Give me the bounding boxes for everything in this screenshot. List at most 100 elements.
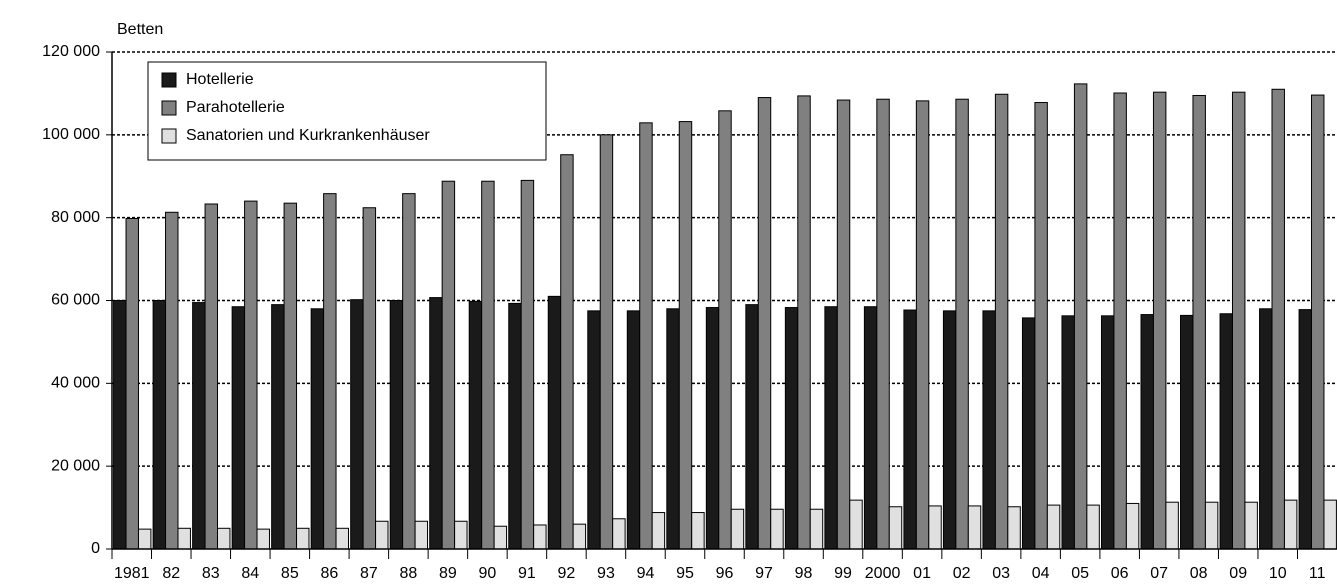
bar <box>310 308 325 550</box>
bar <box>192 302 206 550</box>
legend-swatch <box>161 72 177 88</box>
bar <box>1244 501 1258 550</box>
x-tick-label: 02 <box>953 565 971 582</box>
bar <box>362 207 377 550</box>
bar <box>165 211 179 550</box>
bar <box>231 306 246 550</box>
bar <box>468 300 483 550</box>
bar <box>350 299 364 550</box>
x-tick-label: 86 <box>320 565 338 582</box>
bar <box>824 306 838 550</box>
bar <box>770 508 784 550</box>
x-tick-label: 01 <box>913 565 931 582</box>
bar <box>1259 308 1273 550</box>
bar <box>1323 499 1337 550</box>
x-tick-label: 88 <box>399 565 417 582</box>
y-tick-label: 80 000 <box>51 209 100 226</box>
bar <box>730 508 745 550</box>
y-tick-label: 60 000 <box>51 292 100 309</box>
bar <box>967 505 982 550</box>
x-tick-label: 11 <box>1309 565 1326 582</box>
x-tick-label: 04 <box>1032 565 1050 582</box>
bar <box>666 308 680 550</box>
x-tick-label: 92 <box>558 565 576 582</box>
bar <box>256 528 270 550</box>
bar <box>125 217 139 550</box>
bar <box>994 93 1009 550</box>
x-tick-label: 10 <box>1269 565 1287 582</box>
bar <box>271 304 285 550</box>
bar <box>533 524 547 550</box>
bar <box>1034 102 1048 550</box>
y-tick-label: 120 000 <box>42 43 100 60</box>
bar <box>547 295 562 550</box>
x-tick-label: 1981 <box>114 565 150 582</box>
legend-swatch <box>161 100 177 116</box>
bar <box>323 193 337 550</box>
bar <box>757 97 772 550</box>
legend-label: Parahotellerie <box>186 99 285 116</box>
bar <box>718 110 732 550</box>
bar <box>493 525 508 550</box>
bar <box>1271 88 1285 550</box>
y-tick-label: 20 000 <box>51 457 100 474</box>
bar <box>1231 91 1246 550</box>
bar <box>876 98 890 550</box>
bar <box>283 202 298 550</box>
bar <box>942 310 957 550</box>
bar <box>1113 92 1127 550</box>
bar <box>1204 501 1219 550</box>
bar <box>244 200 258 550</box>
legend-box <box>147 61 547 161</box>
bar <box>177 527 191 550</box>
legend-label: Hotellerie <box>186 71 254 88</box>
x-tick-label: 83 <box>202 565 220 582</box>
legend-swatch <box>161 128 177 144</box>
bar <box>705 307 720 550</box>
bar <box>797 95 811 550</box>
bar <box>375 520 389 550</box>
bar <box>982 310 996 550</box>
x-tick-label: 85 <box>281 565 299 582</box>
x-tick-label: 08 <box>1190 565 1208 582</box>
y-tick-label: 0 <box>91 540 100 557</box>
bar <box>1311 94 1325 550</box>
bar <box>587 310 601 550</box>
x-tick-label: 96 <box>716 565 734 582</box>
bar <box>1140 314 1154 550</box>
bar <box>888 506 903 550</box>
bar <box>402 193 416 550</box>
bar <box>204 203 219 550</box>
bar <box>928 505 942 550</box>
bar <box>572 523 587 550</box>
bar <box>1007 506 1021 550</box>
bar <box>335 527 350 550</box>
x-tick-label: 05 <box>1071 565 1089 582</box>
bar <box>414 520 429 550</box>
bar <box>441 180 456 550</box>
y-tick-label: 100 000 <box>42 126 100 143</box>
y-tick-label: 40 000 <box>51 375 100 392</box>
bar <box>454 520 468 550</box>
x-tick-label: 93 <box>597 565 615 582</box>
bar <box>389 300 404 550</box>
x-tick-label: 89 <box>439 565 457 582</box>
bar <box>784 307 799 550</box>
bar <box>113 300 127 550</box>
bar <box>217 527 231 550</box>
bar <box>849 499 863 550</box>
bar <box>1165 501 1179 550</box>
bar <box>1152 91 1167 550</box>
bar <box>1192 94 1206 550</box>
y-axis-label: Betten <box>117 21 163 38</box>
bar <box>1125 502 1140 550</box>
bar <box>1219 313 1233 550</box>
bar <box>691 512 705 550</box>
bar <box>429 297 443 550</box>
bar <box>599 134 614 550</box>
bar <box>1086 504 1100 550</box>
bar <box>1180 314 1194 550</box>
bar <box>1046 504 1061 550</box>
bar <box>626 310 641 550</box>
